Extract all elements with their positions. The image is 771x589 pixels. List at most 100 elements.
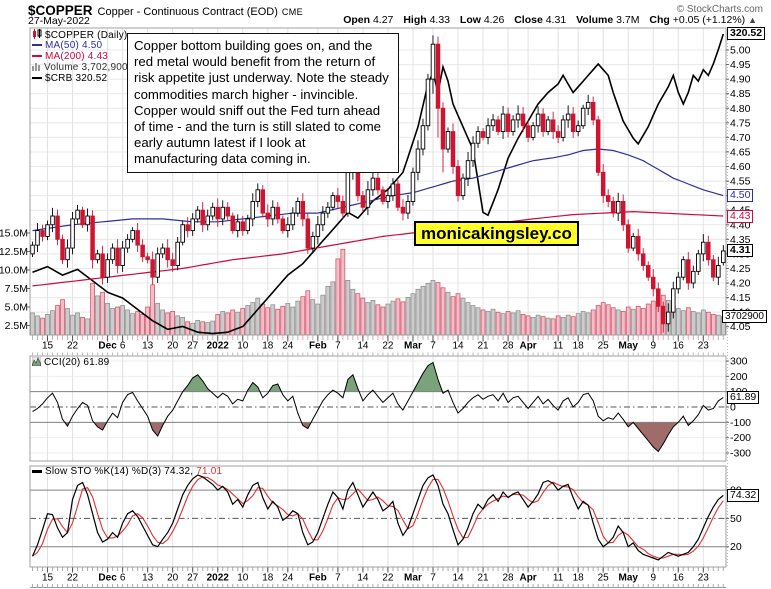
svg-text:7: 7 xyxy=(335,573,341,584)
svg-text:200: 200 xyxy=(730,371,748,383)
svg-text:-300: -300 xyxy=(730,447,751,459)
svg-text:5.0M: 5.0M xyxy=(5,302,28,314)
svg-text:14: 14 xyxy=(452,341,464,352)
cci-legend-row: CCI(20) 61.89 xyxy=(31,356,110,369)
symbol-description: Copper - Continuous Contract (EOD) xyxy=(97,6,278,18)
svg-text:10.0M: 10.0M xyxy=(0,265,28,277)
svg-text:28: 28 xyxy=(503,573,515,584)
svg-text:Mar: Mar xyxy=(404,573,422,584)
svg-text:18: 18 xyxy=(262,341,274,352)
candles-layer xyxy=(30,35,726,333)
svg-text:23: 23 xyxy=(698,341,710,352)
svg-text:11: 11 xyxy=(553,573,564,584)
ma50-line-icon xyxy=(32,44,42,47)
svg-text:4.20: 4.20 xyxy=(730,278,751,290)
quote-change: Chg +0.05 (+1.12%) ▲ xyxy=(649,14,757,26)
svg-text:16: 16 xyxy=(673,341,685,352)
legend-symbol-row: $COPPER (Daily) xyxy=(32,29,127,42)
close-value-box: 4.31 xyxy=(727,244,754,257)
ma50-value-box: 4.50 xyxy=(727,189,754,202)
svg-text:4.85: 4.85 xyxy=(730,88,751,100)
sto-panel xyxy=(30,474,726,561)
svg-text:24: 24 xyxy=(282,573,294,584)
legend-ma50-row: MA(50) 4.50 xyxy=(32,40,102,51)
svg-text:20: 20 xyxy=(730,541,742,553)
sto-k-line xyxy=(31,474,724,561)
svg-text:9: 9 xyxy=(650,573,656,584)
svg-text:10: 10 xyxy=(237,341,249,352)
svg-text:27: 27 xyxy=(187,573,199,584)
svg-text:4.75: 4.75 xyxy=(730,117,751,129)
svg-text:Apr: Apr xyxy=(519,341,536,352)
svg-text:25: 25 xyxy=(598,573,610,584)
svg-text:18: 18 xyxy=(262,573,274,584)
svg-text:Feb: Feb xyxy=(309,573,327,584)
sto-line-icon xyxy=(32,469,42,473)
svg-text:23: 23 xyxy=(698,573,710,584)
legend-ma200-row: MA(200) 4.43 xyxy=(32,51,108,62)
svg-text:4.35: 4.35 xyxy=(730,234,751,246)
crb-line-icon xyxy=(32,77,42,80)
svg-text:27: 27 xyxy=(187,341,199,352)
svg-text:22: 22 xyxy=(382,341,394,352)
volume-value-box: 3702900 xyxy=(722,310,767,323)
svg-text:10: 10 xyxy=(237,573,249,584)
svg-text:4.90: 4.90 xyxy=(730,74,751,86)
svg-text:25: 25 xyxy=(598,341,610,352)
svg-text:Dec: Dec xyxy=(98,573,117,584)
svg-text:50: 50 xyxy=(730,513,742,525)
svg-text:4.60: 4.60 xyxy=(730,161,751,173)
svg-text:May: May xyxy=(618,341,638,352)
svg-text:4.80: 4.80 xyxy=(730,103,751,115)
svg-text:18: 18 xyxy=(573,341,585,352)
svg-text:Dec: Dec xyxy=(98,341,117,352)
symbol: $COPPER xyxy=(28,3,93,18)
svg-text:20: 20 xyxy=(167,573,179,584)
svg-text:300: 300 xyxy=(730,356,748,368)
chart-title-row: $COPPER Copper - Continuous Contract (EOD… xyxy=(28,2,303,20)
svg-text:7: 7 xyxy=(430,573,436,584)
cci-legend-label: CCI(20) 61.89 xyxy=(44,357,110,368)
svg-text:21: 21 xyxy=(477,573,489,584)
quote-high: High 4.33 xyxy=(403,14,450,26)
svg-text:Mar: Mar xyxy=(404,341,422,352)
svg-text:21: 21 xyxy=(477,341,489,352)
ma200-line-icon xyxy=(32,55,42,58)
volume-bars xyxy=(30,248,726,335)
svg-text:14: 14 xyxy=(357,341,369,352)
svg-text:7: 7 xyxy=(335,341,341,352)
ma50-line xyxy=(32,148,724,232)
legend-symbol-label: $COPPER (Daily) xyxy=(45,30,128,41)
svg-text:4.25: 4.25 xyxy=(730,263,751,275)
copyright-label: © StockCharts.com xyxy=(676,4,763,15)
change-up-arrow-icon: ▲ xyxy=(748,15,757,25)
crb-value-box: 320.52 xyxy=(727,27,766,40)
analyst-annotation: Copper bottom building goes on, and the … xyxy=(127,33,399,173)
date-axes: 15152222DecDec66131320202727202220221010… xyxy=(32,335,724,588)
svg-text:-100: -100 xyxy=(730,417,751,429)
svg-text:11: 11 xyxy=(553,341,564,352)
cci-value-box: 61.89 xyxy=(727,391,760,404)
quote-date: 27-May-2022 xyxy=(28,15,90,27)
ma200-line xyxy=(32,210,724,287)
legend-ma200-label: MA(200) 4.43 xyxy=(45,51,108,62)
candlestick-icon xyxy=(32,29,42,42)
cci-overbought-fill xyxy=(182,362,449,392)
svg-text:6: 6 xyxy=(120,341,126,352)
quote-row: Open 4.27 High 4.33 Low 4.26 Close 4.31 … xyxy=(336,14,757,26)
volume-bars-icon xyxy=(32,62,41,74)
svg-text:2022: 2022 xyxy=(207,573,230,584)
svg-text:20: 20 xyxy=(167,341,179,352)
svg-text:13: 13 xyxy=(142,573,154,584)
svg-text:Apr: Apr xyxy=(519,573,536,584)
svg-text:Feb: Feb xyxy=(309,341,327,352)
cci-line xyxy=(32,361,724,453)
cci-area-icon xyxy=(31,356,42,369)
svg-text:28: 28 xyxy=(503,341,515,352)
svg-text:15: 15 xyxy=(42,341,54,352)
svg-text:2022: 2022 xyxy=(207,341,230,352)
svg-text:12.5M: 12.5M xyxy=(0,246,28,258)
svg-text:15.0M: 15.0M xyxy=(0,228,28,240)
